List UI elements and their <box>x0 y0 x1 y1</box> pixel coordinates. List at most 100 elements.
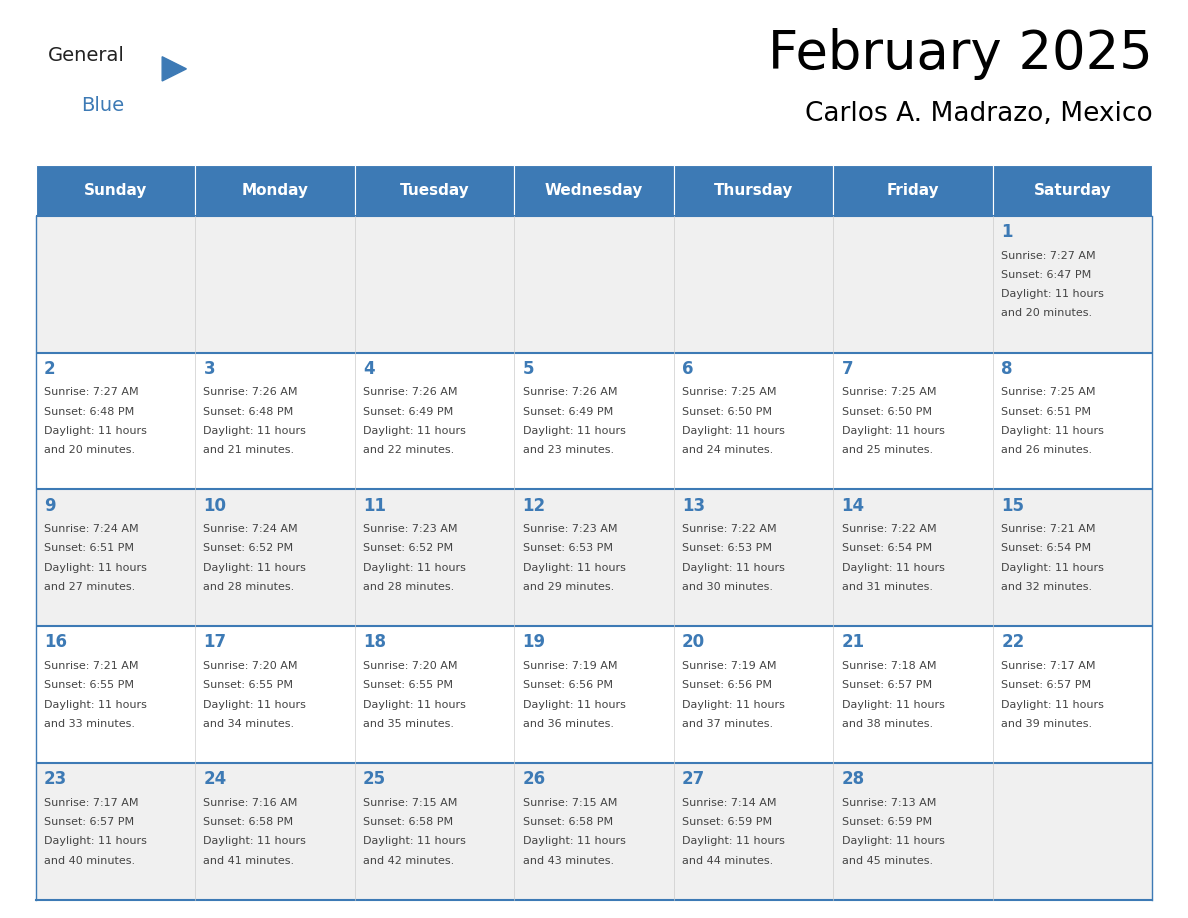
Text: Daylight: 11 hours: Daylight: 11 hours <box>1001 289 1104 299</box>
Text: 15: 15 <box>1001 497 1024 515</box>
Text: Sunrise: 7:16 AM: Sunrise: 7:16 AM <box>203 798 298 808</box>
Text: 18: 18 <box>364 633 386 652</box>
Text: Sunset: 6:52 PM: Sunset: 6:52 PM <box>364 543 453 554</box>
Bar <box>36 626 1152 763</box>
Bar <box>833 165 993 216</box>
Text: and 41 minutes.: and 41 minutes. <box>203 856 295 866</box>
Text: Sunset: 6:49 PM: Sunset: 6:49 PM <box>364 407 454 417</box>
Text: 2: 2 <box>44 360 56 378</box>
Text: Sunset: 6:52 PM: Sunset: 6:52 PM <box>203 543 293 554</box>
Text: Sunset: 6:58 PM: Sunset: 6:58 PM <box>364 817 453 827</box>
Text: Sunrise: 7:26 AM: Sunrise: 7:26 AM <box>364 387 457 397</box>
Text: and 27 minutes.: and 27 minutes. <box>44 582 135 592</box>
Text: Sunset: 6:53 PM: Sunset: 6:53 PM <box>523 543 613 554</box>
Text: 13: 13 <box>682 497 706 515</box>
Text: 8: 8 <box>1001 360 1012 378</box>
Text: Sunset: 6:57 PM: Sunset: 6:57 PM <box>841 680 931 690</box>
Bar <box>36 165 195 216</box>
Text: Sunset: 6:58 PM: Sunset: 6:58 PM <box>203 817 293 827</box>
Text: Friday: Friday <box>886 183 940 198</box>
Text: 19: 19 <box>523 633 545 652</box>
Text: Sunrise: 7:26 AM: Sunrise: 7:26 AM <box>523 387 617 397</box>
Text: and 36 minutes.: and 36 minutes. <box>523 719 613 729</box>
Text: Sunrise: 7:23 AM: Sunrise: 7:23 AM <box>364 524 457 534</box>
Text: and 21 minutes.: and 21 minutes. <box>203 445 295 455</box>
Text: 12: 12 <box>523 497 545 515</box>
Text: 14: 14 <box>841 497 865 515</box>
Text: and 37 minutes.: and 37 minutes. <box>682 719 773 729</box>
Text: Sunrise: 7:23 AM: Sunrise: 7:23 AM <box>523 524 617 534</box>
Text: 22: 22 <box>1001 633 1024 652</box>
Text: Daylight: 11 hours: Daylight: 11 hours <box>682 836 785 846</box>
Text: 6: 6 <box>682 360 694 378</box>
Text: Daylight: 11 hours: Daylight: 11 hours <box>364 700 466 710</box>
Bar <box>195 165 355 216</box>
Text: Sunrise: 7:17 AM: Sunrise: 7:17 AM <box>44 798 139 808</box>
Text: Daylight: 11 hours: Daylight: 11 hours <box>203 563 307 573</box>
Text: 25: 25 <box>364 770 386 789</box>
Text: 21: 21 <box>841 633 865 652</box>
Text: Daylight: 11 hours: Daylight: 11 hours <box>841 563 944 573</box>
Text: and 40 minutes.: and 40 minutes. <box>44 856 135 866</box>
Text: Sunset: 6:56 PM: Sunset: 6:56 PM <box>523 680 613 690</box>
Text: Sunrise: 7:25 AM: Sunrise: 7:25 AM <box>682 387 777 397</box>
Text: Daylight: 11 hours: Daylight: 11 hours <box>203 836 307 846</box>
Text: Sunset: 6:53 PM: Sunset: 6:53 PM <box>682 543 772 554</box>
Text: Daylight: 11 hours: Daylight: 11 hours <box>523 426 625 436</box>
Text: 24: 24 <box>203 770 227 789</box>
Text: Daylight: 11 hours: Daylight: 11 hours <box>1001 563 1104 573</box>
Text: Daylight: 11 hours: Daylight: 11 hours <box>523 700 625 710</box>
Text: Tuesday: Tuesday <box>399 183 469 198</box>
Text: Sunrise: 7:25 AM: Sunrise: 7:25 AM <box>841 387 936 397</box>
Text: Sunset: 6:55 PM: Sunset: 6:55 PM <box>44 680 134 690</box>
Text: Carlos A. Madrazo, Mexico: Carlos A. Madrazo, Mexico <box>804 101 1152 127</box>
Text: Sunset: 6:57 PM: Sunset: 6:57 PM <box>1001 680 1092 690</box>
Text: Daylight: 11 hours: Daylight: 11 hours <box>841 426 944 436</box>
Text: and 28 minutes.: and 28 minutes. <box>203 582 295 592</box>
Text: Sunrise: 7:27 AM: Sunrise: 7:27 AM <box>44 387 139 397</box>
Text: 10: 10 <box>203 497 227 515</box>
Text: and 45 minutes.: and 45 minutes. <box>841 856 933 866</box>
Text: Sunset: 6:55 PM: Sunset: 6:55 PM <box>364 680 453 690</box>
Text: and 20 minutes.: and 20 minutes. <box>1001 308 1092 319</box>
Text: and 35 minutes.: and 35 minutes. <box>364 719 454 729</box>
Text: Sunset: 6:56 PM: Sunset: 6:56 PM <box>682 680 772 690</box>
Bar <box>514 165 674 216</box>
Text: and 43 minutes.: and 43 minutes. <box>523 856 614 866</box>
Text: Daylight: 11 hours: Daylight: 11 hours <box>364 563 466 573</box>
Text: Sunset: 6:49 PM: Sunset: 6:49 PM <box>523 407 613 417</box>
Text: and 26 minutes.: and 26 minutes. <box>1001 445 1092 455</box>
Text: Daylight: 11 hours: Daylight: 11 hours <box>682 700 785 710</box>
Text: Daylight: 11 hours: Daylight: 11 hours <box>203 700 307 710</box>
Text: Sunrise: 7:15 AM: Sunrise: 7:15 AM <box>364 798 457 808</box>
Bar <box>36 489 1152 626</box>
Text: Daylight: 11 hours: Daylight: 11 hours <box>203 426 307 436</box>
Text: Sunset: 6:55 PM: Sunset: 6:55 PM <box>203 680 293 690</box>
Text: Daylight: 11 hours: Daylight: 11 hours <box>44 836 147 846</box>
Bar <box>993 165 1152 216</box>
Text: Sunrise: 7:24 AM: Sunrise: 7:24 AM <box>44 524 139 534</box>
Text: 11: 11 <box>364 497 386 515</box>
Text: Daylight: 11 hours: Daylight: 11 hours <box>682 426 785 436</box>
Text: 16: 16 <box>44 633 67 652</box>
Text: 27: 27 <box>682 770 706 789</box>
Bar <box>674 165 833 216</box>
Text: General: General <box>48 46 125 65</box>
Bar <box>355 165 514 216</box>
Text: and 24 minutes.: and 24 minutes. <box>682 445 773 455</box>
Bar <box>36 353 1152 489</box>
Text: Daylight: 11 hours: Daylight: 11 hours <box>44 563 147 573</box>
Text: and 38 minutes.: and 38 minutes. <box>841 719 933 729</box>
Text: Sunday: Sunday <box>83 183 147 198</box>
Text: Sunrise: 7:14 AM: Sunrise: 7:14 AM <box>682 798 777 808</box>
Text: Sunset: 6:47 PM: Sunset: 6:47 PM <box>1001 270 1092 280</box>
Text: Blue: Blue <box>81 96 124 116</box>
Bar <box>36 216 1152 353</box>
Text: Sunset: 6:54 PM: Sunset: 6:54 PM <box>1001 543 1092 554</box>
Text: and 44 minutes.: and 44 minutes. <box>682 856 773 866</box>
Text: and 28 minutes.: and 28 minutes. <box>364 582 454 592</box>
Text: Sunset: 6:59 PM: Sunset: 6:59 PM <box>841 817 931 827</box>
Text: Sunset: 6:57 PM: Sunset: 6:57 PM <box>44 817 134 827</box>
Text: and 39 minutes.: and 39 minutes. <box>1001 719 1092 729</box>
Text: and 33 minutes.: and 33 minutes. <box>44 719 135 729</box>
